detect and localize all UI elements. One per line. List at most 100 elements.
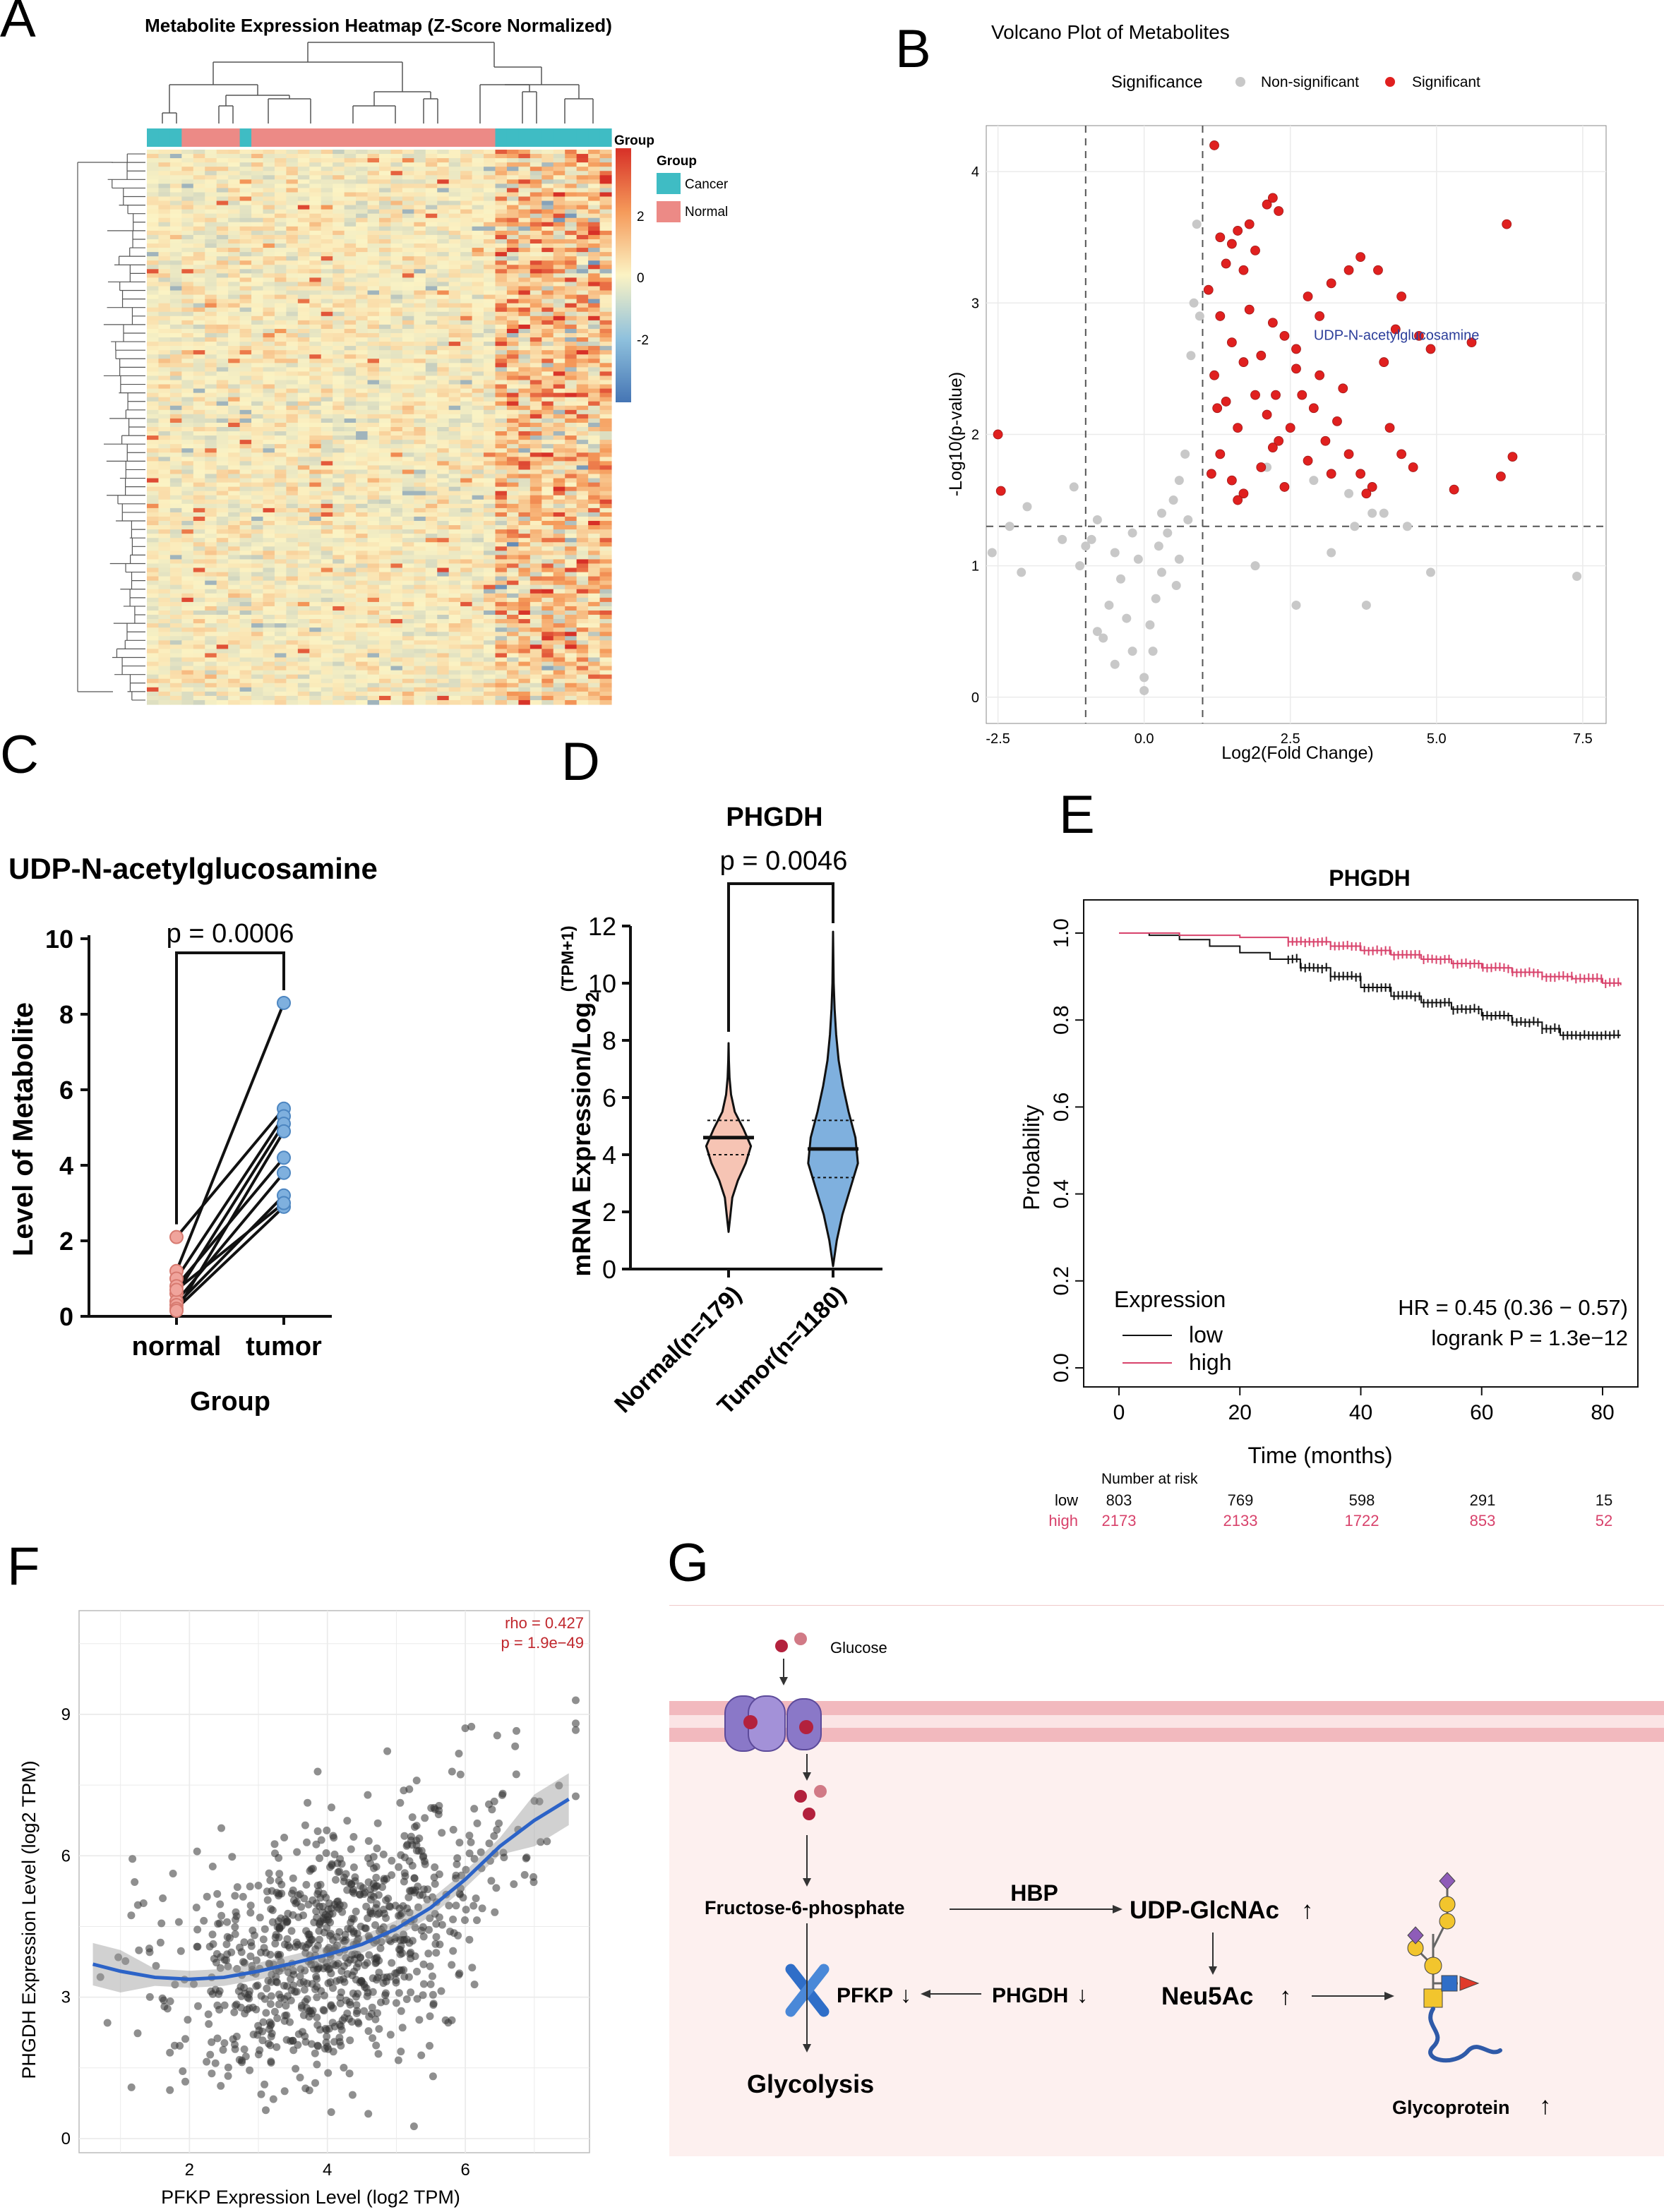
- heatmap-cell: [344, 491, 357, 496]
- heatmap-cell: [309, 380, 322, 385]
- heatmap-cell: [228, 397, 241, 402]
- heatmap-cell: [193, 636, 205, 641]
- heatmap-cell: [588, 627, 601, 632]
- heatmap-cell: [484, 244, 496, 248]
- heatmap-cell: [379, 521, 392, 526]
- heatmap-cell: [495, 248, 508, 253]
- heatmap-cell: [367, 555, 380, 560]
- heatmap-cell: [297, 478, 310, 483]
- heatmap-cell: [239, 337, 252, 342]
- heatmap-cell: [344, 158, 357, 163]
- heatmap-cell: [344, 346, 357, 351]
- heatmap-cell: [158, 384, 171, 390]
- heatmap-cell: [321, 320, 333, 325]
- heatmap-cell: [518, 414, 531, 419]
- heatmap-cell: [228, 375, 241, 381]
- heatmap-cell: [216, 222, 229, 227]
- heatmap-cell: [472, 384, 484, 390]
- heatmap-cell: [274, 273, 287, 278]
- heatmap-cell: [205, 192, 217, 198]
- heatmap-cell: [518, 388, 531, 394]
- heatmap-cell: [263, 346, 275, 351]
- heatmap-cell: [169, 273, 182, 278]
- heatmap-cell: [309, 222, 322, 227]
- heatmap-cell: [158, 234, 171, 240]
- heatmap-cell: [228, 427, 241, 432]
- heatmap-cell: [414, 311, 426, 317]
- heatmap-cell: [437, 478, 450, 483]
- heatmap-cell: [518, 234, 531, 240]
- heatmap-cell: [390, 491, 403, 496]
- heatmap-cell: [344, 294, 357, 300]
- heatmap-cell: [274, 244, 287, 248]
- heatmap-cell: [344, 465, 357, 471]
- heatmap-cell: [588, 397, 601, 402]
- heatmap-cell: [274, 269, 287, 274]
- heatmap-cell: [216, 495, 229, 500]
- heatmap-cell: [518, 346, 531, 351]
- heatmap-cell: [518, 653, 531, 659]
- heatmap-cell: [321, 200, 333, 206]
- heatmap-cell: [333, 350, 345, 355]
- heatmap-cell: [576, 546, 589, 551]
- heatmap-cell: [321, 234, 333, 240]
- heatmap-cell: [344, 623, 357, 628]
- heatmap-cell: [402, 507, 414, 513]
- heatmap-cell: [506, 627, 519, 632]
- heatmap-cell: [437, 192, 450, 198]
- heatmap-cell: [181, 546, 194, 551]
- heatmap-cell: [599, 632, 612, 637]
- heatmap-cell: [553, 555, 565, 560]
- heatmap-cell: [414, 239, 426, 244]
- heatmap-cell: [588, 205, 601, 210]
- heatmap-cell: [333, 162, 345, 167]
- heatmap-cell: [158, 593, 171, 599]
- heatmap-cell: [576, 606, 589, 611]
- heatmap-cell: [437, 444, 450, 449]
- heatmap-cell: [251, 200, 264, 206]
- heatmap-cell: [472, 525, 484, 530]
- heatmap-cell: [390, 184, 403, 189]
- heatmap-cell: [205, 226, 217, 232]
- heatmap-cell: [390, 507, 403, 513]
- heatmap-cell: [588, 538, 601, 543]
- heatmap-cell: [448, 375, 461, 381]
- heatmap-cell: [169, 542, 182, 547]
- heatmap-cell: [193, 623, 205, 628]
- heatmap-cell: [599, 342, 612, 347]
- heatmap-cell: [588, 653, 601, 659]
- heatmap-cell: [588, 529, 601, 534]
- heatmap-cell: [251, 644, 264, 649]
- heatmap-cell: [274, 346, 287, 351]
- heatmap-cell: [460, 213, 473, 219]
- heatmap-cell: [565, 397, 577, 402]
- heatmap-cell: [460, 615, 473, 620]
- heatmap-cell: [588, 320, 601, 325]
- heatmap-cell: [379, 286, 392, 291]
- heatmap-cell: [529, 427, 542, 432]
- heatmap-cell: [333, 649, 345, 654]
- heatmap-cell: [448, 563, 461, 569]
- heatmap-cell: [169, 346, 182, 351]
- heatmap-cell: [169, 486, 182, 492]
- heatmap-cell: [263, 486, 275, 492]
- heatmap-cell: [263, 448, 275, 453]
- heatmap-cell: [599, 315, 612, 321]
- heatmap-cell: [495, 188, 508, 193]
- heatmap-cell: [425, 559, 438, 565]
- heatmap-cell: [228, 521, 241, 526]
- heatmap-cell: [228, 499, 241, 505]
- heatmap-cell: [367, 512, 380, 517]
- heatmap-cell: [588, 572, 601, 577]
- heatmap-cell: [216, 649, 229, 654]
- heatmap-cell: [541, 610, 554, 615]
- heatmap-cell: [390, 350, 403, 355]
- heatmap-cell: [286, 486, 299, 492]
- heatmap-cell: [541, 286, 554, 291]
- heatmap-cell: [193, 546, 205, 551]
- heatmap-cell: [448, 171, 461, 176]
- heatmap-cell: [333, 269, 345, 274]
- panel-a-label: A: [0, 0, 36, 49]
- heatmap-cell: [506, 286, 519, 291]
- heatmap-cell: [344, 495, 357, 500]
